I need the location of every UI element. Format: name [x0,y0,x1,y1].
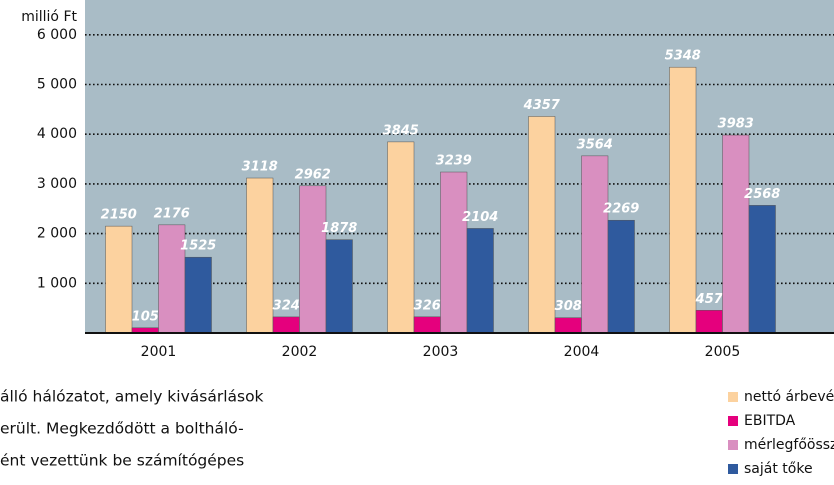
value-label: 2104 [462,210,498,225]
bar [184,256,212,334]
bar [413,316,441,334]
value-label: 326 [414,298,441,313]
legend-label: nettó árbevétel [744,389,834,405]
bar [246,177,274,334]
x-tick-label: 2003 [423,344,459,360]
bar [748,205,776,334]
bar [695,310,723,334]
legend-label: mérlegfőösszeg [744,437,834,453]
bar [722,134,750,334]
value-label: 1878 [321,221,357,236]
legend-label: EBITDA [744,413,796,429]
value-label: 308 [555,299,582,314]
value-label: 2176 [154,206,190,221]
body-text: ént vezettünk be számítógépes [0,452,244,470]
value-label: 4357 [523,98,561,113]
legend-label: saját tőke [744,461,813,477]
bar [581,155,609,334]
value-label: 2962 [295,167,331,182]
legend-swatch [728,392,738,402]
legend-swatch [728,464,738,474]
bar [528,116,556,334]
x-tick-label: 2002 [282,344,318,360]
bar [607,219,635,334]
value-label: 3564 [577,137,613,152]
value-label: 1525 [180,239,216,254]
value-label: 2568 [744,187,780,202]
bar [669,66,697,334]
value-label: 105 [132,309,159,324]
y-tick-label: 4 000 [37,126,77,142]
bar [272,316,300,334]
x-tick-label: 2001 [141,344,177,360]
body-text: álló hálózatot, amely kivásárlások [0,388,264,406]
y-tick-label: 6 000 [37,27,77,43]
bar [299,185,327,334]
y-tick-label: 3 000 [37,176,77,192]
y-tick-label: 5 000 [37,76,77,92]
y-tick-label: 2 000 [37,226,77,242]
x-tick-label: 2004 [564,344,600,360]
value-label: 5348 [665,49,701,64]
legend-swatch [728,440,738,450]
bar [554,317,582,334]
value-label: 3983 [718,117,754,132]
value-label: 324 [273,298,300,313]
value-label: 3239 [436,154,472,169]
y-tick-label: 1 000 [37,275,77,291]
bar [440,171,468,334]
body-text: erült. Megkezdődött a boltháló- [0,420,244,438]
bar [466,228,494,334]
bar [158,224,186,334]
value-label: 3118 [242,160,278,175]
legend-swatch [728,416,738,426]
bar [105,225,133,334]
value-label: 457 [695,292,724,307]
bar [387,141,415,334]
value-label: 2150 [101,208,137,223]
bar [325,239,353,334]
y-axis-label: millió Ft [21,9,77,25]
value-label: 3845 [383,123,419,138]
value-label: 2269 [603,202,639,217]
x-tick-label: 2005 [705,344,741,360]
